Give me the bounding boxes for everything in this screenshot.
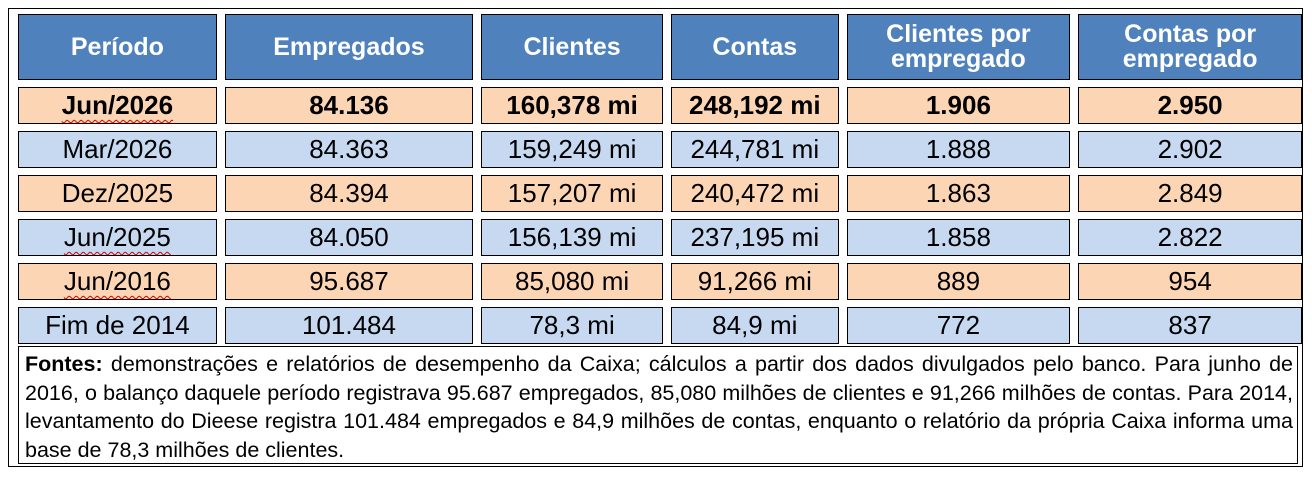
cell-empregados: 84.363 <box>224 131 474 168</box>
table-row: Jun/2025 84.050 156,139 mi 237,195 mi 1.… <box>18 219 1302 256</box>
cell-contas-por-empregado: 2.822 <box>1078 219 1302 256</box>
cell-periodo: Jun/2026 <box>18 87 217 124</box>
cell-clientes: 156,139 mi <box>481 219 664 256</box>
table-frame: Período Empregados Clientes Contas Clien… <box>8 8 1303 467</box>
sources-label: Fontes: <box>25 352 103 376</box>
table-row: Dez/2025 84.394 157,207 mi 240,472 mi 1.… <box>18 175 1302 212</box>
cell-contas: 91,266 mi <box>671 263 839 300</box>
cell-contas-por-empregado: 837 <box>1078 307 1302 344</box>
cell-periodo: Mar/2026 <box>18 131 217 168</box>
cell-clientes-por-empregado: 1.858 <box>846 219 1071 256</box>
cell-clientes-por-empregado: 889 <box>846 263 1071 300</box>
cell-contas-por-empregado: 2.902 <box>1078 131 1302 168</box>
header-contas-por-empregado: Contas por empregado <box>1078 14 1302 80</box>
cell-contas: 248,192 mi <box>671 87 839 124</box>
cell-empregados: 84.136 <box>224 87 474 124</box>
cell-periodo: Jun/2025 <box>18 219 217 256</box>
table-row: Jun/2026 84.136 160,378 mi 248,192 mi 1.… <box>18 87 1302 124</box>
cell-contas: 84,9 mi <box>671 307 839 344</box>
header-clientes-por-empregado: Clientes por empregado <box>846 14 1071 80</box>
cell-empregados: 84.394 <box>224 175 474 212</box>
cell-empregados: 95.687 <box>224 263 474 300</box>
cell-contas: 244,781 mi <box>671 131 839 168</box>
header-empregados: Empregados <box>224 14 474 80</box>
cell-empregados: 101.484 <box>224 307 474 344</box>
cell-clientes: 157,207 mi <box>481 175 664 212</box>
table-row: Mar/2026 84.363 159,249 mi 244,781 mi 1.… <box>18 131 1302 168</box>
header-periodo: Período <box>18 14 217 80</box>
header-clientes: Clientes <box>481 14 664 80</box>
cell-clientes: 78,3 mi <box>481 307 664 344</box>
cell-contas-por-empregado: 954 <box>1078 263 1302 300</box>
cell-contas: 237,195 mi <box>671 219 839 256</box>
table-row: Jun/2016 95.687 85,080 mi 91,266 mi 889 … <box>18 263 1302 300</box>
sources-note: Fontes: demonstrações e relatórios de de… <box>18 346 1298 464</box>
data-table: Período Empregados Clientes Contas Clien… <box>10 7 1310 351</box>
cell-periodo: Fim de 2014 <box>18 307 217 344</box>
cell-contas-por-empregado: 2.950 <box>1078 87 1302 124</box>
cell-clientes-por-empregado: 1.863 <box>846 175 1071 212</box>
cell-periodo: Jun/2016 <box>18 263 217 300</box>
cell-contas: 240,472 mi <box>671 175 839 212</box>
cell-clientes-por-empregado: 1.888 <box>846 131 1071 168</box>
header-row: Período Empregados Clientes Contas Clien… <box>18 14 1302 80</box>
cell-empregados: 84.050 <box>224 219 474 256</box>
cell-clientes: 160,378 mi <box>481 87 664 124</box>
header-contas: Contas <box>671 14 839 80</box>
sources-text: demonstrações e relatórios de desempenho… <box>25 352 1293 462</box>
cell-periodo: Dez/2025 <box>18 175 217 212</box>
cell-clientes: 159,249 mi <box>481 131 664 168</box>
cell-contas-por-empregado: 2.849 <box>1078 175 1302 212</box>
table-row: Fim de 2014 101.484 78,3 mi 84,9 mi 772 … <box>18 307 1302 344</box>
cell-clientes-por-empregado: 772 <box>846 307 1071 344</box>
cell-clientes-por-empregado: 1.906 <box>846 87 1071 124</box>
cell-clientes: 85,080 mi <box>481 263 664 300</box>
